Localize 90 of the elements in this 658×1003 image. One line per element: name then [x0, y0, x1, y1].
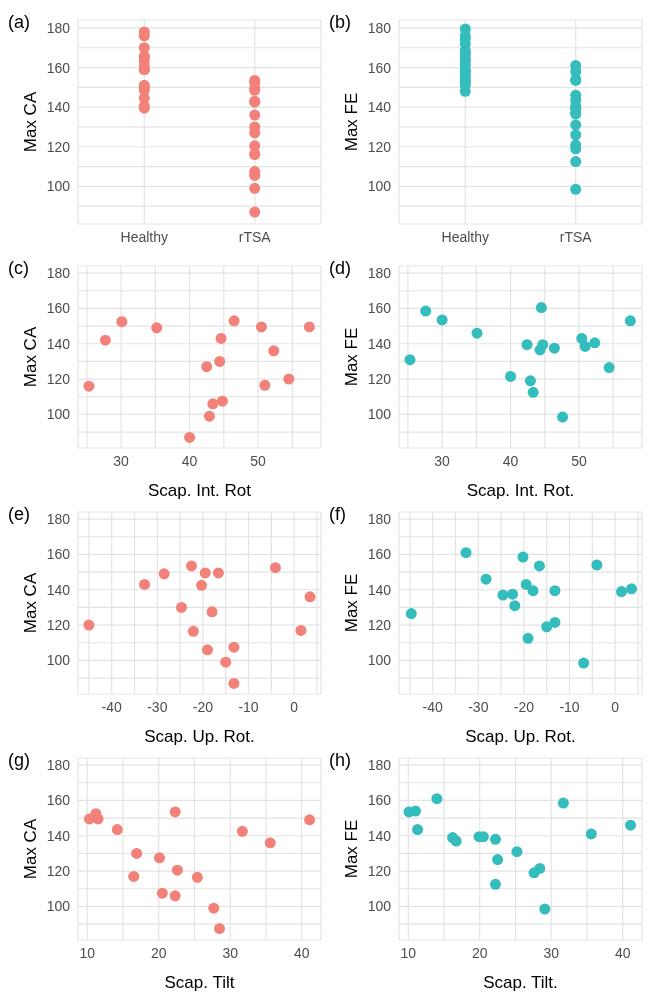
y-tick-label: 140: [46, 827, 71, 844]
x-tick-label: 10: [79, 944, 96, 961]
y-axis-title: Max CA: [21, 91, 41, 153]
y-tick-label: 120: [367, 138, 392, 155]
x-tick-label: -30: [147, 698, 168, 715]
x-tick-label: 0: [611, 698, 620, 715]
chart-title: (g): [8, 750, 30, 771]
y-tick-label: 140: [46, 99, 71, 116]
y-tick-label: 100: [367, 406, 392, 423]
x-tick-label: Healthy: [441, 228, 490, 245]
y-axis-title: Max FE: [342, 92, 362, 152]
x-tick-label: -30: [468, 698, 489, 715]
y-tick-label: 100: [46, 898, 71, 915]
y-axis-title: Max CA: [21, 326, 41, 388]
y-tick-label: 120: [46, 863, 71, 880]
x-tick-label: 20: [471, 944, 488, 961]
x-axis-title: Scap. Int. Rot.: [466, 481, 575, 500]
y-tick-label: 100: [46, 178, 71, 195]
y-tick-label: 160: [367, 546, 392, 563]
x-tick-label: rTSA: [238, 228, 272, 245]
y-tick-label: 160: [367, 792, 392, 809]
y-axis-title: Max CA: [21, 818, 41, 880]
y-tick-label: 140: [367, 99, 392, 116]
y-tick-label: 120: [367, 617, 392, 634]
y-tick-label: 120: [367, 371, 392, 388]
y-axis-title: Max FE: [342, 819, 362, 879]
y-tick-label: 140: [367, 827, 392, 844]
y-tick-label: 120: [46, 617, 71, 634]
x-tick-label: 40: [293, 944, 310, 961]
x-tick-label: 50: [250, 452, 267, 469]
y-tick-label: 140: [46, 581, 71, 598]
x-axis-title: Scap. Int. Rot: [148, 481, 252, 500]
y-axis-title: Max FE: [342, 573, 362, 633]
y-tick-label: 180: [367, 265, 392, 282]
y-tick-label: 140: [367, 581, 392, 598]
x-tick-label: -20: [192, 698, 214, 715]
chart-title: (b): [329, 12, 351, 33]
y-tick-label: 100: [367, 652, 392, 669]
y-tick-label: 180: [46, 19, 71, 36]
y-tick-label: 160: [46, 546, 71, 563]
y-tick-label: 180: [46, 757, 71, 774]
chart-title: (a): [8, 12, 30, 33]
x-tick-label: 0: [290, 698, 299, 715]
y-tick-label: 160: [46, 59, 71, 76]
x-axis-title: Scap. Up. Rot.: [144, 727, 255, 746]
y-tick-label: 120: [367, 863, 392, 880]
y-tick-label: 160: [367, 59, 392, 76]
y-tick-label: 120: [46, 371, 71, 388]
chart-title: (e): [8, 504, 30, 525]
x-tick-label: -10: [559, 698, 580, 715]
x-tick-label: -20: [513, 698, 535, 715]
x-tick-label: rTSA: [559, 228, 593, 245]
y-tick-label: 180: [367, 19, 392, 36]
chart-title: (h): [329, 750, 351, 771]
x-tick-label: Healthy: [120, 228, 169, 245]
x-tick-label: 40: [181, 452, 198, 469]
chart-title: (d): [329, 258, 351, 279]
y-tick-label: 100: [46, 406, 71, 423]
x-tick-label: 30: [434, 452, 451, 469]
y-tick-label: 100: [46, 652, 71, 669]
chart-title: (c): [8, 258, 29, 279]
x-tick-label: 30: [222, 944, 239, 961]
y-tick-label: 160: [46, 792, 71, 809]
x-tick-label: 10: [400, 944, 417, 961]
y-tick-label: 100: [367, 178, 392, 195]
chart-title: (f): [329, 504, 346, 525]
y-tick-label: 180: [367, 757, 392, 774]
x-tick-label: 50: [571, 452, 588, 469]
y-tick-label: 180: [46, 511, 71, 528]
y-tick-label: 180: [367, 511, 392, 528]
y-tick-label: 120: [46, 138, 71, 155]
x-tick-label: 40: [502, 452, 519, 469]
y-tick-label: 140: [367, 335, 392, 352]
x-tick-label: 20: [150, 944, 167, 961]
x-tick-label: -40: [101, 698, 123, 715]
y-axis-title: Max FE: [342, 327, 362, 387]
y-axis-title: Max CA: [21, 572, 41, 634]
x-tick-label: 30: [543, 944, 560, 961]
y-tick-label: 180: [46, 265, 71, 282]
y-tick-label: 100: [367, 898, 392, 915]
y-tick-label: 140: [46, 335, 71, 352]
x-tick-label: 30: [113, 452, 130, 469]
y-tick-label: 160: [367, 300, 392, 317]
x-axis-title: Scap. Tilt: [164, 973, 235, 992]
x-tick-label: -10: [238, 698, 259, 715]
x-axis-title: Scap. Up. Rot.: [465, 727, 576, 746]
y-tick-label: 160: [46, 300, 71, 317]
x-tick-label: 40: [614, 944, 631, 961]
x-axis-title: Scap. Tilt.: [483, 973, 558, 992]
x-tick-label: -40: [422, 698, 444, 715]
